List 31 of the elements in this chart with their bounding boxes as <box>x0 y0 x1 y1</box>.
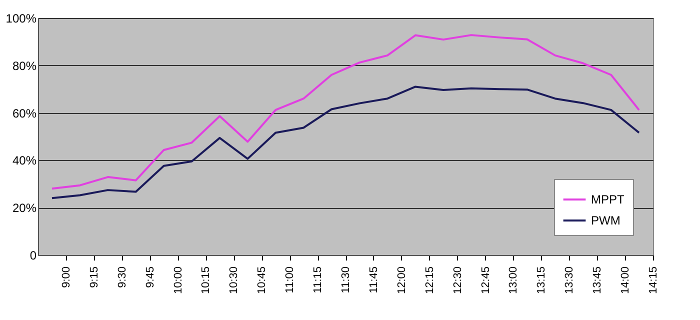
x-tick-label: 10:00 <box>172 266 184 294</box>
y-tick-label: 40% <box>12 154 37 168</box>
y-tick-label: 80% <box>12 58 37 73</box>
x-tick-label: 12:30 <box>452 266 464 294</box>
line-series <box>50 34 640 190</box>
x-tick-label: 13:45 <box>592 266 604 294</box>
x-tick-label: 9:45 <box>144 266 156 288</box>
legend-label: PWM <box>591 214 620 228</box>
x-tick-label: 12:45 <box>480 266 492 294</box>
legend-label: MPPT <box>591 192 626 206</box>
x-tick-label: 11:30 <box>340 266 352 294</box>
x-tick-label: 13:00 <box>508 266 520 294</box>
x-tick-label: 13:30 <box>564 266 576 294</box>
x-tick-label: 13:15 <box>536 266 548 294</box>
x-tick-label: 14:15 <box>648 266 660 294</box>
y-tick-label: 60% <box>12 106 37 120</box>
x-tick-label: 11:00 <box>284 266 296 294</box>
x-tick-label: 12:15 <box>424 266 436 294</box>
x-tick-label: 10:15 <box>200 266 212 294</box>
x-tick-label: 11:45 <box>368 266 380 294</box>
y-tick-label: 100% <box>6 12 37 26</box>
x-tick-label: 9:15 <box>88 266 100 288</box>
x-tick-label: 14:00 <box>620 266 632 294</box>
x-tick-label: 10:45 <box>256 266 268 294</box>
x-tick-label: 12:00 <box>396 266 408 294</box>
x-tick-label: 10:30 <box>228 266 240 294</box>
x-tick-label: 9:30 <box>116 266 128 288</box>
y-tick-label: 20% <box>12 201 37 216</box>
x-tick-label: 11:15 <box>312 266 324 294</box>
x-tick-label: 9:00 <box>60 266 72 288</box>
y-tick-label: 0 <box>30 248 37 262</box>
